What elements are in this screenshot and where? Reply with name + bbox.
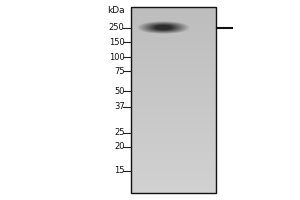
Ellipse shape	[138, 22, 189, 33]
Ellipse shape	[148, 24, 178, 31]
Ellipse shape	[142, 23, 184, 32]
Ellipse shape	[142, 23, 185, 32]
Ellipse shape	[143, 23, 184, 32]
Text: 20: 20	[114, 142, 124, 151]
Ellipse shape	[154, 26, 172, 29]
Ellipse shape	[152, 25, 175, 30]
Ellipse shape	[144, 23, 183, 32]
Ellipse shape	[147, 24, 180, 31]
Text: 100: 100	[109, 53, 124, 62]
Ellipse shape	[150, 25, 177, 30]
Ellipse shape	[149, 25, 177, 31]
Ellipse shape	[140, 22, 187, 33]
Ellipse shape	[139, 22, 188, 33]
Ellipse shape	[146, 24, 181, 31]
Ellipse shape	[149, 24, 178, 31]
Ellipse shape	[148, 24, 179, 31]
Ellipse shape	[147, 24, 180, 31]
Ellipse shape	[145, 23, 182, 32]
Ellipse shape	[156, 26, 171, 29]
Text: 50: 50	[114, 87, 124, 96]
Text: 37: 37	[114, 102, 124, 111]
Ellipse shape	[143, 23, 184, 32]
Text: 150: 150	[109, 38, 124, 47]
Ellipse shape	[150, 25, 176, 30]
Ellipse shape	[139, 22, 188, 33]
Ellipse shape	[154, 25, 173, 30]
Ellipse shape	[140, 22, 188, 33]
Ellipse shape	[152, 25, 176, 30]
Ellipse shape	[156, 26, 171, 29]
Text: 15: 15	[114, 166, 124, 175]
Ellipse shape	[146, 24, 181, 31]
Ellipse shape	[151, 25, 176, 30]
Ellipse shape	[145, 24, 182, 31]
Text: kDa: kDa	[107, 6, 124, 15]
Ellipse shape	[155, 26, 172, 29]
Text: 75: 75	[114, 67, 124, 76]
Ellipse shape	[152, 25, 175, 30]
Ellipse shape	[141, 23, 185, 32]
Ellipse shape	[141, 23, 186, 32]
Ellipse shape	[153, 25, 174, 30]
Ellipse shape	[144, 23, 183, 32]
Text: 250: 250	[109, 23, 124, 32]
Ellipse shape	[155, 26, 172, 29]
Ellipse shape	[140, 23, 186, 32]
Ellipse shape	[157, 26, 170, 29]
Ellipse shape	[148, 24, 179, 31]
Bar	[130, 7, 216, 193]
Text: 25: 25	[114, 128, 124, 137]
Ellipse shape	[153, 25, 174, 30]
